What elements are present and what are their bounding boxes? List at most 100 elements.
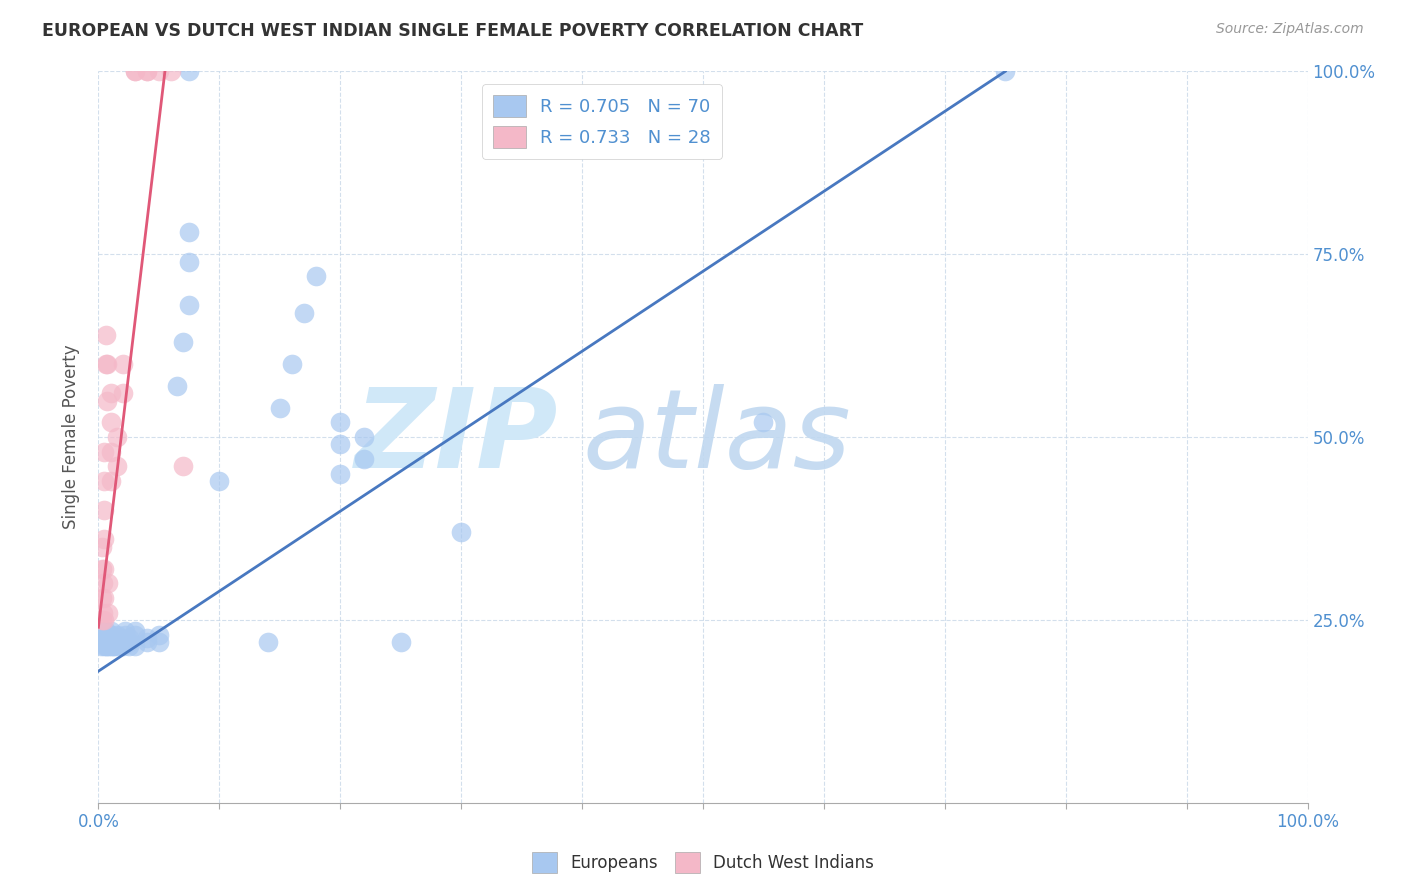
Point	[166, 379, 188, 393]
Point	[208, 474, 231, 488]
Point	[118, 632, 141, 646]
Point	[450, 525, 472, 540]
Point	[100, 416, 122, 430]
Point	[100, 474, 122, 488]
Point	[172, 334, 194, 349]
Point	[124, 627, 146, 641]
Point	[94, 327, 117, 342]
Point	[292, 306, 315, 320]
Point	[135, 635, 157, 649]
Point	[97, 632, 120, 646]
Point	[91, 606, 114, 620]
Point	[100, 639, 122, 653]
Text: Source: ZipAtlas.com: Source: ZipAtlas.com	[1216, 22, 1364, 37]
Point	[91, 632, 114, 646]
Point	[100, 444, 122, 458]
Text: ZIP: ZIP	[354, 384, 558, 491]
Point	[105, 459, 128, 474]
Point	[91, 635, 114, 649]
Legend: Europeans, Dutch West Indians: Europeans, Dutch West Indians	[526, 846, 880, 880]
Point	[91, 562, 114, 576]
Point	[179, 225, 201, 239]
Point	[353, 430, 375, 444]
Point	[179, 64, 201, 78]
Point	[118, 635, 141, 649]
Point	[329, 437, 352, 451]
Point	[98, 635, 121, 649]
Point	[96, 357, 118, 371]
Point	[94, 624, 117, 638]
Point	[94, 632, 117, 646]
Point	[105, 632, 128, 646]
Point	[97, 576, 120, 591]
Point	[93, 533, 115, 547]
Point	[256, 635, 278, 649]
Point	[114, 627, 136, 641]
Point	[281, 357, 304, 371]
Point	[124, 64, 146, 78]
Point	[91, 633, 114, 648]
Point	[93, 627, 115, 641]
Point	[91, 540, 114, 554]
Point	[353, 452, 375, 467]
Y-axis label: Single Female Poverty: Single Female Poverty	[62, 345, 80, 529]
Point	[96, 635, 118, 649]
Point	[160, 64, 183, 78]
Point	[179, 298, 201, 312]
Point	[93, 562, 115, 576]
Point	[118, 639, 141, 653]
Point	[91, 636, 114, 650]
Point	[124, 624, 146, 638]
Point	[111, 357, 134, 371]
Point	[93, 444, 115, 458]
Point	[93, 639, 115, 653]
Point	[94, 639, 117, 653]
Point	[148, 627, 170, 641]
Point	[389, 635, 412, 649]
Point	[101, 632, 124, 646]
Legend: R = 0.705   N = 70, R = 0.733   N = 28: R = 0.705 N = 70, R = 0.733 N = 28	[482, 84, 721, 159]
Point	[111, 639, 134, 653]
Point	[100, 632, 122, 646]
Point	[172, 459, 194, 474]
Point	[93, 591, 115, 605]
Point	[105, 627, 128, 641]
Point	[994, 64, 1017, 78]
Point	[108, 632, 131, 646]
Point	[105, 430, 128, 444]
Point	[94, 635, 117, 649]
Point	[100, 635, 122, 649]
Point	[100, 627, 122, 641]
Point	[269, 401, 291, 415]
Point	[91, 576, 114, 591]
Point	[96, 632, 118, 646]
Point	[305, 269, 328, 284]
Point	[135, 632, 157, 646]
Point	[124, 639, 146, 653]
Point	[111, 635, 134, 649]
Point	[94, 357, 117, 371]
Point	[91, 613, 114, 627]
Point	[105, 639, 128, 653]
Point	[93, 632, 115, 646]
Point	[105, 635, 128, 649]
Text: EUROPEAN VS DUTCH WEST INDIAN SINGLE FEMALE POVERTY CORRELATION CHART: EUROPEAN VS DUTCH WEST INDIAN SINGLE FEM…	[42, 22, 863, 40]
Point	[135, 64, 157, 78]
Point	[101, 635, 124, 649]
Point	[100, 386, 122, 401]
Point	[91, 591, 114, 605]
Point	[93, 474, 115, 488]
Point	[97, 606, 120, 620]
Point	[93, 635, 115, 649]
Point	[179, 254, 201, 268]
Point	[111, 386, 134, 401]
Point	[148, 64, 170, 78]
Point	[108, 635, 131, 649]
Point	[103, 639, 125, 653]
Point	[98, 639, 121, 653]
Point	[329, 467, 352, 481]
Point	[97, 635, 120, 649]
Text: atlas: atlas	[582, 384, 851, 491]
Point	[124, 64, 146, 78]
Point	[114, 624, 136, 638]
